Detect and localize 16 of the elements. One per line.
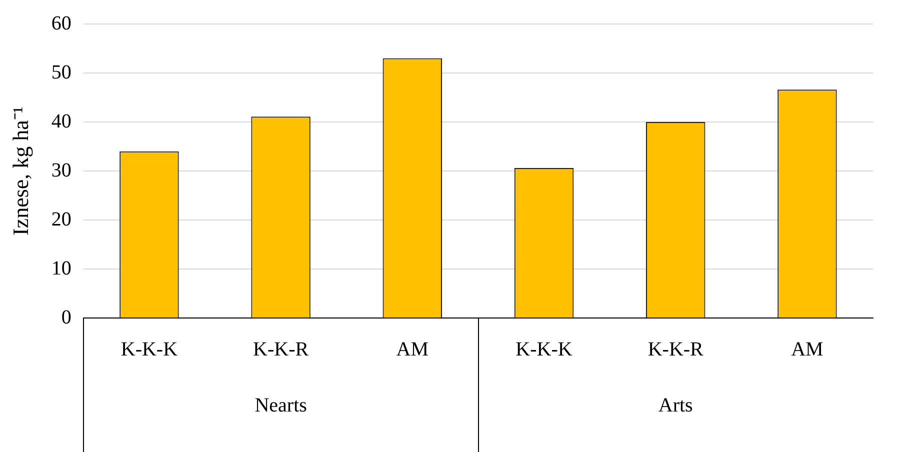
y-tick-label: 60 (51, 12, 72, 34)
y-tick-label: 20 (51, 208, 72, 230)
x-tick-label: AM (396, 338, 429, 360)
y-tick-label: 50 (51, 61, 72, 84)
x-tick-label: K-K-K (120, 338, 178, 360)
text: Nearts (254, 394, 308, 416)
x-tick-label: AM (791, 338, 824, 360)
x-tick-label: K-K-K (516, 338, 573, 360)
y-tick-label: 10 (51, 257, 72, 280)
y-axis-title: Iznese, kg ha⁻¹ (8, 106, 33, 236)
text: Arts (658, 394, 694, 416)
y-tick-label: 30 (51, 159, 72, 182)
x-tick-label: K-K-R (253, 338, 310, 360)
y-tick-label: 0 (61, 306, 72, 328)
y-tick-label: 40 (51, 110, 72, 132)
x-tick-label: K-K-R (648, 338, 704, 360)
